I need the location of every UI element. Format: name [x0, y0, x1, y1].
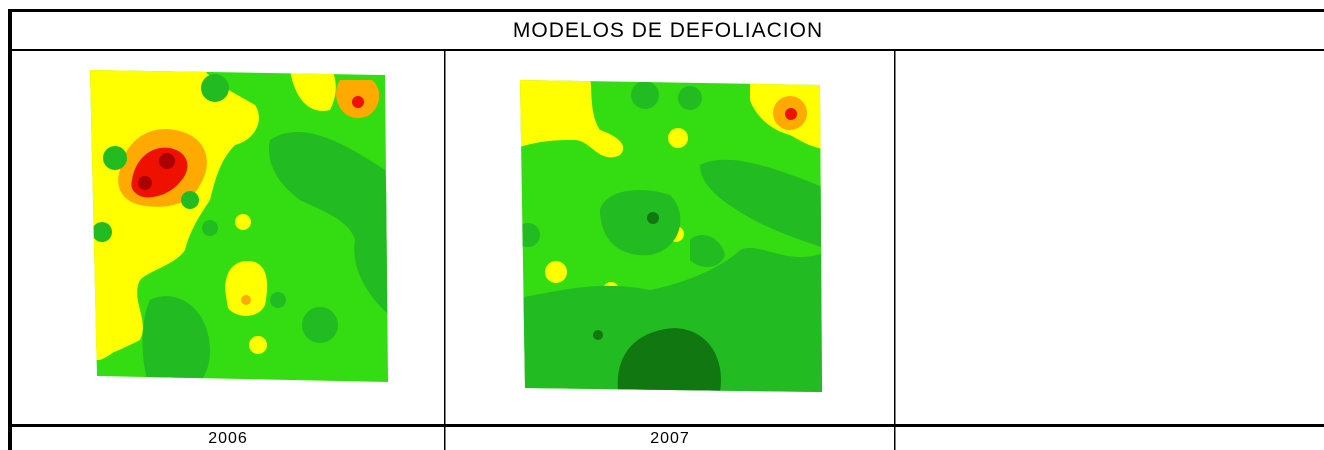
- map-2007: [520, 80, 822, 392]
- left-border: [8, 9, 12, 450]
- column-border: [894, 50, 896, 450]
- column-border: [444, 50, 446, 450]
- row-border: [12, 49, 1324, 51]
- table-title: MODELOS DE DEFOLIACION: [512, 19, 824, 42]
- row-border: [12, 424, 1324, 427]
- top-border: [8, 9, 1324, 12]
- map-2006: [90, 70, 388, 382]
- caption: 2007: [650, 430, 690, 447]
- caption: 2006: [208, 430, 248, 447]
